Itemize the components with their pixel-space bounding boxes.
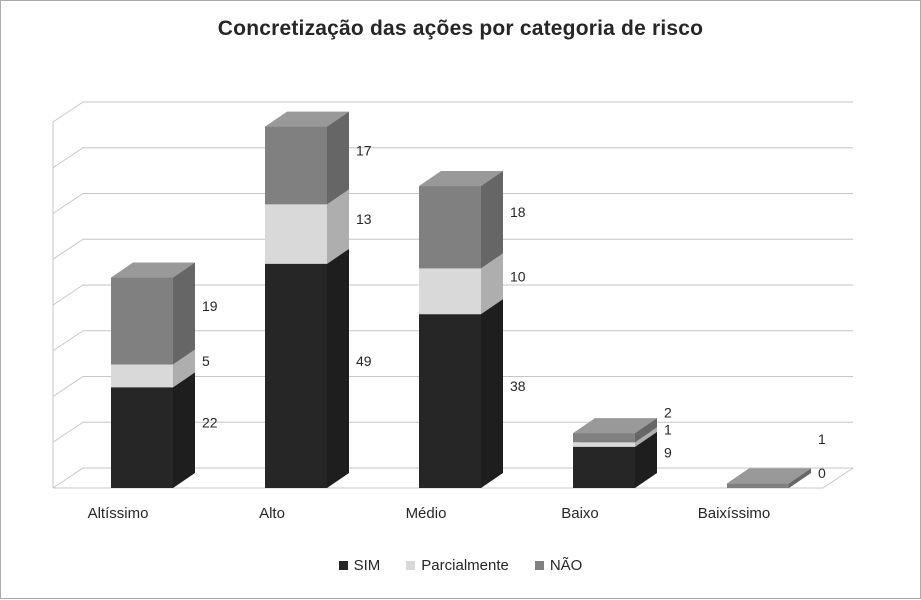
bar-top-Baixíssimo-NÃO bbox=[727, 468, 811, 484]
gridline-wall bbox=[52, 238, 84, 260]
bar-top-Alto-NÃO bbox=[265, 111, 349, 127]
data-label-Altíssimo-NÃO: 19 bbox=[202, 298, 218, 314]
bar-segment-Baixíssimo-NÃO bbox=[727, 483, 789, 488]
bar-segment-Médio-SIM bbox=[419, 314, 481, 488]
data-label-Baixo-Parcialmente: 1 bbox=[664, 422, 672, 438]
category-label-Baixo: Baixo bbox=[561, 505, 599, 522]
gridline-wall bbox=[52, 284, 84, 306]
bar-top-Altíssimo-NÃO bbox=[111, 262, 195, 278]
legend-swatch-parcialmente bbox=[406, 561, 416, 570]
bar-segment-Baixo-NÃO bbox=[573, 433, 635, 443]
data-label-Altíssimo-Parcialmente: 5 bbox=[202, 353, 210, 369]
legend-item-sim: SIM bbox=[338, 557, 381, 574]
bar-side-Médio-SIM bbox=[481, 299, 503, 488]
data-label-Médio-SIM: 38 bbox=[510, 378, 526, 394]
bar-side-Alto-NÃO bbox=[327, 111, 349, 205]
data-label-Médio-NÃO: 18 bbox=[510, 204, 526, 220]
bar-segment-Baixo-SIM bbox=[573, 446, 635, 488]
bar-side-Alto-Parcialmente bbox=[327, 189, 349, 264]
gridline-wall bbox=[52, 147, 84, 169]
gridline-wall bbox=[52, 421, 84, 443]
data-label-Médio-Parcialmente: 10 bbox=[510, 268, 526, 284]
gridline-wall bbox=[52, 193, 84, 214]
legend-label-nao: NÃO bbox=[549, 557, 583, 574]
bar-segment-Médio-NÃO bbox=[419, 186, 481, 269]
bar-side-Baixo-Parcialmente bbox=[635, 427, 657, 447]
bar-segment-Altíssimo-Parcialmente bbox=[111, 364, 173, 388]
data-label-Altíssimo-SIM: 22 bbox=[202, 415, 218, 431]
data-label-Baixíssimo-SIM: 0 bbox=[818, 465, 826, 481]
gridline-wall bbox=[52, 376, 84, 397]
legend-label-parcialmente: Parcialmente bbox=[421, 557, 509, 574]
category-label-Baixíssimo: Baixíssimo bbox=[698, 505, 771, 522]
bar-top-Médio-NÃO bbox=[419, 171, 503, 187]
bar-segment-Alto-Parcialmente bbox=[265, 204, 327, 264]
bar-side-Altíssimo-NÃO bbox=[173, 262, 195, 365]
legend: SIM Parcialmente NÃO bbox=[1, 557, 920, 574]
bar-segment-Alto-SIM bbox=[265, 263, 327, 488]
legend-label-sim: SIM bbox=[353, 557, 381, 574]
bar-segment-Altíssimo-NÃO bbox=[111, 277, 173, 365]
bar-side-Baixo-NÃO bbox=[635, 418, 657, 443]
category-label-Médio: Médio bbox=[406, 505, 447, 522]
gridline-wall bbox=[52, 330, 84, 352]
bar-side-Médio-Parcialmente bbox=[481, 253, 503, 315]
bar-side-Alto-SIM bbox=[327, 248, 349, 488]
data-label-Baixo-NÃO: 2 bbox=[664, 405, 672, 421]
legend-swatch-nao bbox=[534, 561, 544, 570]
legend-item-parcialmente: Parcialmente bbox=[406, 557, 509, 574]
gridline-wall bbox=[52, 467, 84, 489]
bar-top-Baixo-NÃO bbox=[573, 418, 657, 434]
bar-segment-Baixo-Parcialmente bbox=[573, 442, 635, 447]
bar-side-Médio-NÃO bbox=[481, 171, 503, 269]
data-label-Baixíssimo-NÃO: 1 bbox=[818, 431, 826, 447]
data-label-Alto-NÃO: 17 bbox=[356, 142, 372, 158]
bar-side-Altíssimo-Parcialmente bbox=[173, 349, 195, 388]
category-label-Altíssimo: Altíssimo bbox=[88, 505, 149, 522]
bar-segment-Altíssimo-SIM bbox=[111, 387, 173, 488]
bar-side-Baixíssimo-NÃO bbox=[789, 468, 811, 488]
bar-side-Baixo-SIM bbox=[635, 431, 657, 488]
legend-swatch-sim bbox=[338, 561, 348, 570]
bar-side-Altíssimo-SIM bbox=[173, 372, 195, 488]
data-label-Baixo-SIM: 9 bbox=[664, 444, 672, 460]
bar-segment-Médio-Parcialmente bbox=[419, 268, 481, 315]
floor-right-edge bbox=[822, 467, 854, 489]
data-label-Alto-Parcialmente: 13 bbox=[356, 211, 372, 227]
legend-item-nao: NÃO bbox=[534, 557, 583, 574]
gridline-wall bbox=[52, 101, 84, 123]
data-label-Alto-SIM: 49 bbox=[356, 353, 372, 369]
category-label-Alto: Alto bbox=[259, 505, 285, 522]
bar-segment-Alto-NÃO bbox=[265, 126, 327, 205]
chart-title: Concretização das ações por categoria de… bbox=[217, 17, 704, 40]
